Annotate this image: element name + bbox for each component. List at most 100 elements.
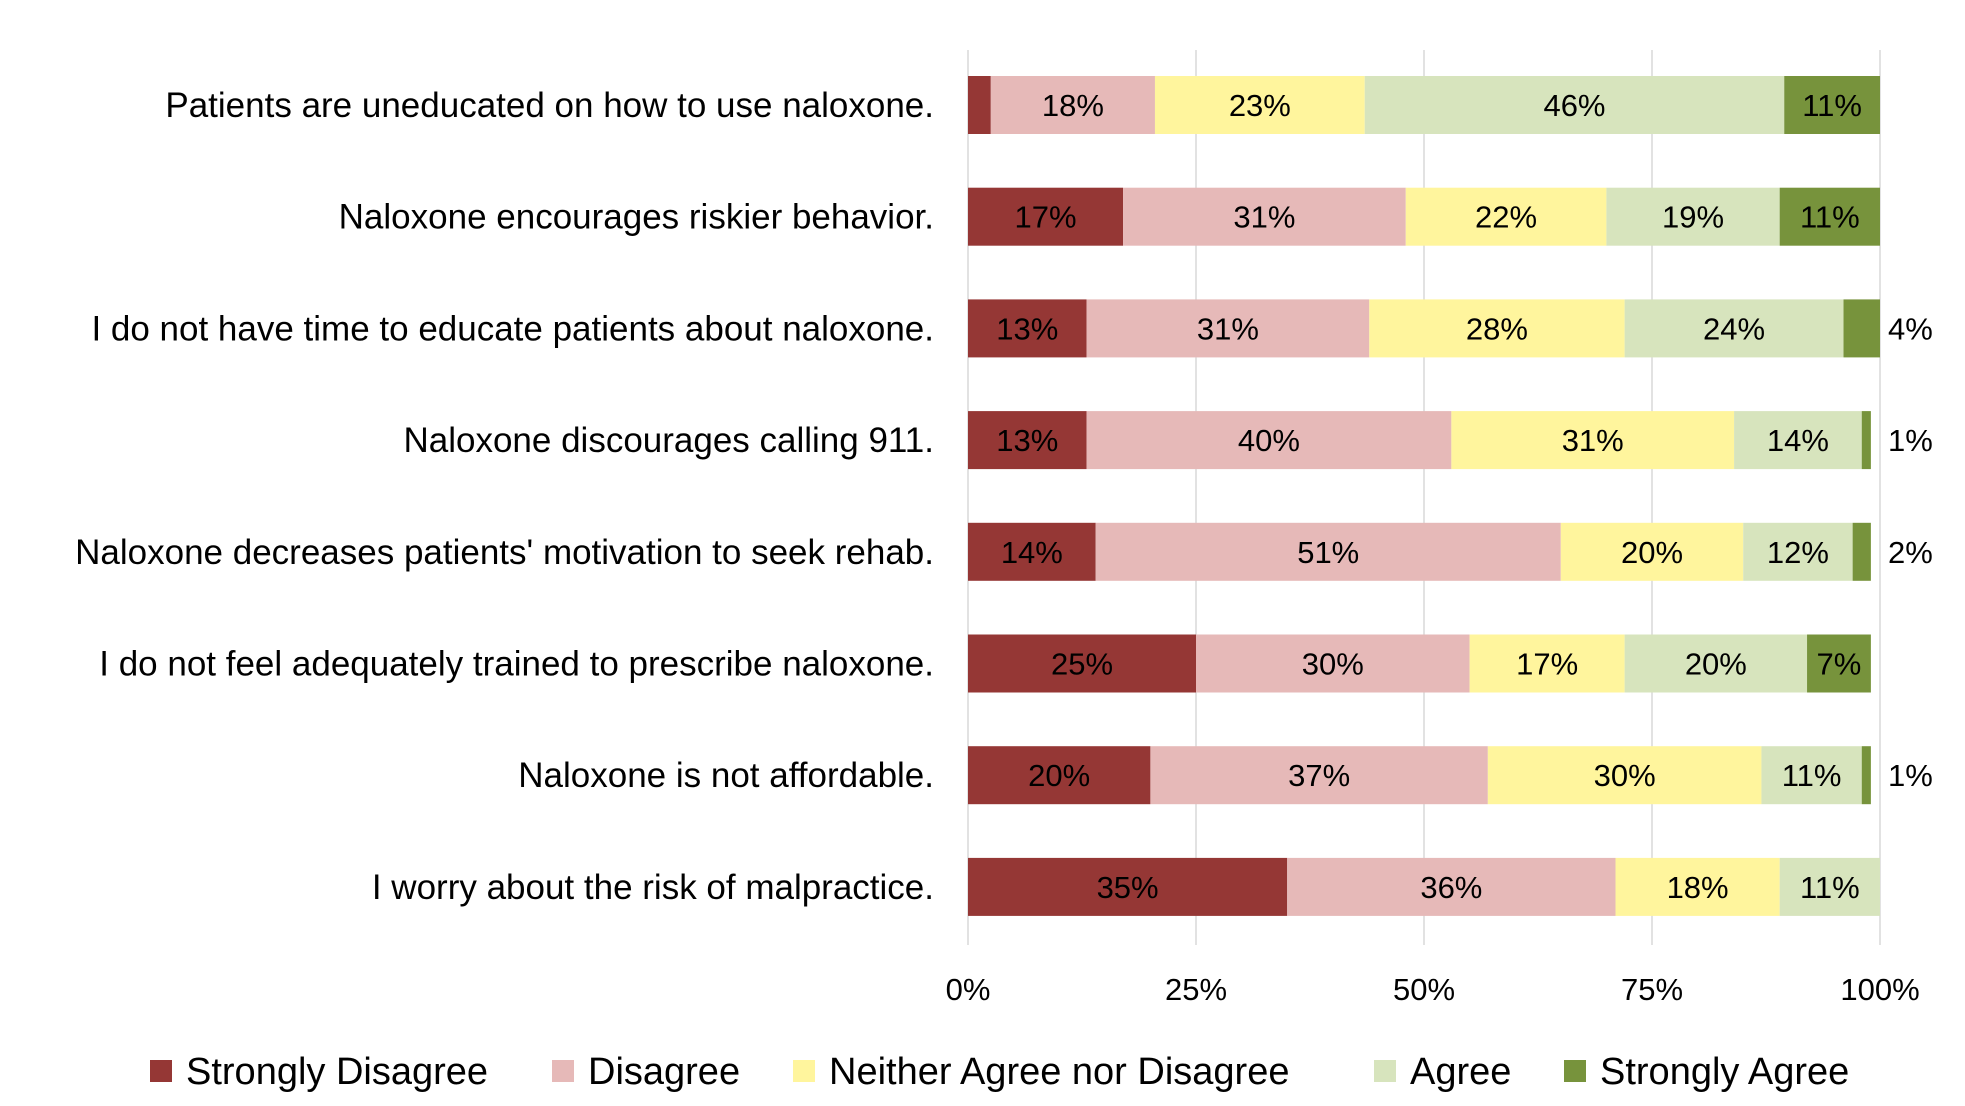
legend-swatch bbox=[1564, 1060, 1586, 1082]
data-label: 31% bbox=[1233, 200, 1295, 235]
legend: Strongly Disagree Disagree Neither Agree n… bbox=[150, 1051, 1849, 1093]
bar-segment bbox=[1807, 634, 1871, 693]
data-label: 19% bbox=[1662, 200, 1724, 235]
bar-segment bbox=[1469, 634, 1625, 693]
bar-segment bbox=[1086, 299, 1370, 358]
legend-label: Neither Agree nor Disagree bbox=[829, 1051, 1289, 1093]
bar-segment bbox=[1287, 857, 1616, 916]
data-label: 36% bbox=[1420, 870, 1482, 905]
bar-segment bbox=[1761, 746, 1862, 805]
x-tick-label: 0% bbox=[946, 972, 991, 1007]
bar-segment bbox=[1779, 187, 1880, 246]
bar-segment bbox=[1624, 299, 1844, 358]
data-label: 20% bbox=[1621, 535, 1683, 570]
data-label: 30% bbox=[1594, 758, 1656, 793]
grid-layer bbox=[967, 50, 1881, 945]
data-label: 17% bbox=[1516, 647, 1578, 682]
bar-segment bbox=[1615, 857, 1780, 916]
legend-swatch bbox=[793, 1060, 815, 1082]
bar-segment bbox=[968, 746, 1151, 805]
legend-label: Disagree bbox=[588, 1051, 740, 1093]
data-label: 14% bbox=[1001, 535, 1063, 570]
data-label: 25% bbox=[1051, 647, 1113, 682]
data-label: 12% bbox=[1767, 535, 1829, 570]
data-label: 37% bbox=[1288, 758, 1350, 793]
bar-segment bbox=[1095, 522, 1561, 581]
data-label: 18% bbox=[1667, 870, 1729, 905]
x-tick-label: 50% bbox=[1393, 972, 1455, 1007]
data-label: 20% bbox=[1028, 758, 1090, 793]
data-label: 24% bbox=[1703, 311, 1765, 346]
legend-label: Agree bbox=[1410, 1051, 1511, 1093]
data-label: 28% bbox=[1466, 311, 1528, 346]
category-label: I worry about the risk of malpractice. bbox=[372, 868, 934, 907]
data-label: 31% bbox=[1562, 423, 1624, 458]
bar-segment bbox=[1734, 411, 1862, 470]
category-label: Patients are uneducated on how to use na… bbox=[165, 86, 934, 125]
x-axis-ticks: 0% 25% 50% 75% 100% bbox=[946, 972, 1920, 1007]
category-label: I do not feel adequately trained to pres… bbox=[99, 645, 934, 684]
bar-segment bbox=[1852, 522, 1871, 581]
bar-segment bbox=[968, 299, 1087, 358]
category-label: Naloxone encourages riskier behavior. bbox=[339, 198, 934, 237]
bar-segment bbox=[1487, 746, 1762, 805]
data-label: 35% bbox=[1097, 870, 1159, 905]
bar-segment bbox=[1624, 634, 1808, 693]
category-label: Naloxone is not affordable. bbox=[518, 756, 934, 795]
x-tick-label: 100% bbox=[1840, 972, 1919, 1007]
data-label: 46% bbox=[1543, 88, 1605, 123]
bar-segment bbox=[1861, 746, 1871, 805]
category-labels: Patients are uneducated on how to use na… bbox=[75, 86, 934, 907]
bar-segment bbox=[968, 411, 1087, 470]
bar-segment bbox=[1154, 76, 1365, 134]
bar-segment bbox=[968, 187, 1124, 246]
bar-segment bbox=[1451, 411, 1735, 470]
bar-segment bbox=[1606, 187, 1780, 246]
data-label: 1% bbox=[1888, 423, 1933, 458]
bar-segment bbox=[1150, 746, 1488, 805]
data-label: 22% bbox=[1475, 200, 1537, 235]
data-label: 11% bbox=[1800, 200, 1860, 235]
data-label: 17% bbox=[1014, 200, 1076, 235]
data-label: 2% bbox=[1888, 535, 1933, 570]
bar-segment bbox=[968, 522, 1096, 581]
bar-segment bbox=[968, 76, 991, 134]
data-label: 11% bbox=[1800, 870, 1860, 905]
data-label: 11% bbox=[1802, 88, 1862, 123]
data-label: 11% bbox=[1782, 758, 1842, 793]
data-label: 30% bbox=[1302, 647, 1364, 682]
bar-segment bbox=[1196, 634, 1470, 693]
bar-segment bbox=[1086, 411, 1452, 470]
data-label: 40% bbox=[1238, 423, 1300, 458]
data-label: 4% bbox=[1888, 311, 1933, 346]
data-label: 14% bbox=[1767, 423, 1829, 458]
x-tick-label: 25% bbox=[1165, 972, 1227, 1007]
bar-segment bbox=[990, 76, 1155, 134]
data-label: 51% bbox=[1297, 535, 1359, 570]
legend-swatch bbox=[150, 1060, 172, 1082]
data-label: 7% bbox=[1817, 647, 1862, 682]
bar-segment bbox=[968, 857, 1288, 916]
data-label: 23% bbox=[1229, 88, 1291, 123]
bar-segment bbox=[1861, 411, 1871, 470]
data-label: 13% bbox=[996, 311, 1058, 346]
x-tick-label: 75% bbox=[1621, 972, 1683, 1007]
data-label: 1% bbox=[1888, 758, 1933, 793]
bar-segment bbox=[968, 634, 1196, 693]
bar-segment bbox=[1369, 299, 1625, 358]
legend-swatch bbox=[1374, 1060, 1396, 1082]
bar-segment bbox=[1364, 76, 1785, 134]
bar-segment bbox=[1405, 187, 1607, 246]
bar-segment bbox=[1843, 299, 1880, 358]
legend-label: Strongly Disagree bbox=[186, 1051, 488, 1093]
bar-segment bbox=[1123, 187, 1406, 246]
data-label: 13% bbox=[996, 423, 1058, 458]
bar-segment bbox=[1560, 522, 1744, 581]
category-label: Naloxone decreases patients' motivation … bbox=[75, 533, 934, 572]
bar-segment bbox=[1743, 522, 1853, 581]
legend-swatch bbox=[552, 1060, 574, 1082]
category-label: Naloxone discourages calling 911. bbox=[403, 421, 934, 460]
category-label: I do not have time to educate patients a… bbox=[91, 309, 934, 348]
